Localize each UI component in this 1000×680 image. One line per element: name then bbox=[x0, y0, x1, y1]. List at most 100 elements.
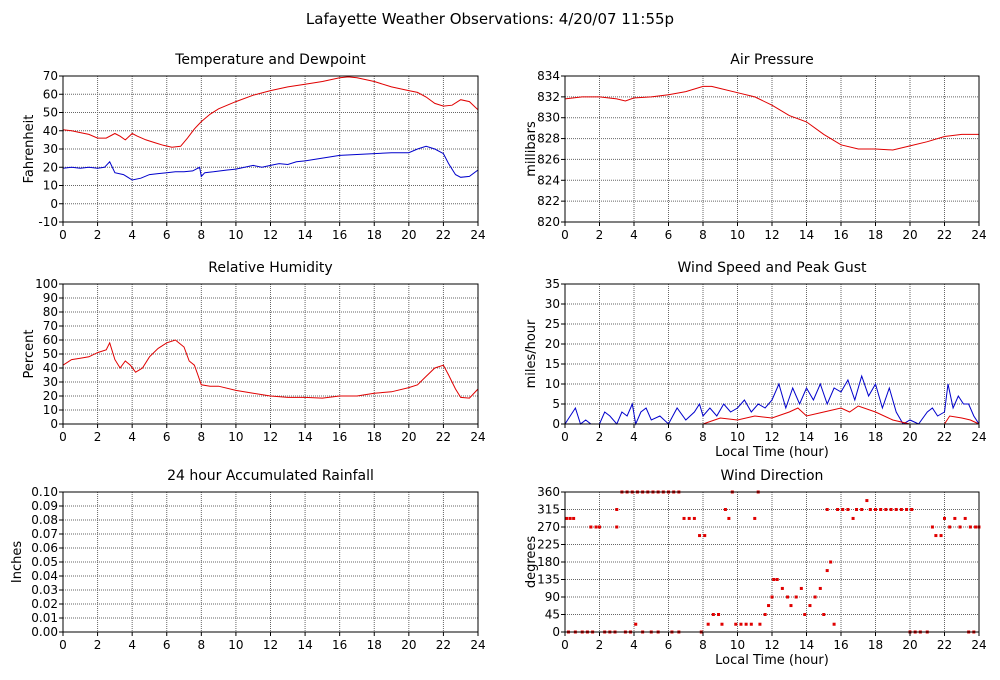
y-tick-label: 15 bbox=[545, 357, 560, 371]
winddir-point bbox=[703, 534, 707, 538]
winddir-point bbox=[763, 613, 767, 616]
x-tick-label: 14 bbox=[799, 430, 814, 444]
winddir-point bbox=[799, 586, 803, 590]
x-tick-label: 8 bbox=[699, 228, 707, 242]
x-tick-label: 22 bbox=[436, 430, 451, 444]
y-tick-label: 60 bbox=[43, 87, 58, 101]
y-tick-label: 90 bbox=[545, 590, 560, 604]
y-tick-label: 315 bbox=[537, 503, 560, 517]
y-tick-label: 0.00 bbox=[31, 625, 58, 639]
y-tick-label: -10 bbox=[38, 215, 58, 229]
winddir-point bbox=[868, 508, 872, 511]
winddir-point bbox=[874, 508, 877, 511]
y-tick-label: 80 bbox=[43, 305, 58, 319]
winddir-point bbox=[841, 508, 845, 511]
y-tick-label: 830 bbox=[537, 111, 560, 125]
y-tick-label: 20 bbox=[43, 389, 58, 403]
winddir-point bbox=[808, 604, 812, 608]
x-tick-label: 0 bbox=[59, 638, 67, 652]
y-tick-label: 0.03 bbox=[31, 583, 58, 597]
winddir-point bbox=[615, 525, 619, 529]
x-tick-label: 16 bbox=[332, 228, 347, 242]
x-tick-label: 16 bbox=[833, 430, 848, 444]
winddir-point bbox=[905, 508, 909, 511]
winddir-point bbox=[963, 516, 967, 520]
winddir-point bbox=[836, 508, 840, 511]
x-tick-label: 12 bbox=[764, 228, 779, 242]
winddir-point bbox=[744, 622, 748, 626]
winddir-point bbox=[846, 508, 850, 511]
x-tick-label: 12 bbox=[263, 430, 278, 444]
winddir-point bbox=[780, 586, 784, 590]
x-tick-label: 22 bbox=[937, 638, 952, 652]
x-tick-label: 10 bbox=[228, 638, 243, 652]
winddir-point bbox=[953, 516, 957, 520]
y-tick-label: 50 bbox=[43, 106, 58, 120]
winddir-point bbox=[711, 613, 715, 616]
y-tick-label: 0 bbox=[552, 417, 560, 431]
y-tick-label: 70 bbox=[43, 69, 58, 83]
winddir-point bbox=[572, 516, 576, 520]
x-tick-label: 0 bbox=[59, 228, 67, 242]
winddir-point bbox=[813, 595, 817, 599]
x-tick-label: 8 bbox=[198, 638, 206, 652]
winddir-point bbox=[855, 508, 859, 511]
winddir-point bbox=[851, 516, 855, 520]
x-tick-label: 8 bbox=[198, 228, 206, 242]
temp-title: Temperature and Dewpoint bbox=[174, 52, 366, 68]
x-tick-label: 20 bbox=[401, 228, 416, 242]
pressure-title: Air Pressure bbox=[730, 52, 813, 68]
y-tick-label: 832 bbox=[537, 90, 560, 104]
y-tick-label: 0.10 bbox=[31, 485, 58, 499]
winddir-point bbox=[594, 525, 598, 529]
winddir-title: Wind Direction bbox=[721, 468, 824, 484]
winddir-point bbox=[974, 525, 978, 529]
y-tick-label: 0.02 bbox=[31, 597, 58, 611]
x-tick-label: 24 bbox=[470, 638, 485, 652]
winddir-point bbox=[772, 578, 776, 581]
x-tick-label: 2 bbox=[596, 638, 604, 652]
x-tick-label: 16 bbox=[833, 228, 848, 242]
x-tick-label: 2 bbox=[596, 228, 604, 242]
y-tick-label: 826 bbox=[537, 152, 560, 166]
y-tick-label: 180 bbox=[537, 555, 560, 569]
x-tick-label: 0 bbox=[561, 430, 569, 444]
x-tick-label: 10 bbox=[228, 228, 243, 242]
y-tick-label: 0.01 bbox=[31, 611, 58, 625]
winddir-point bbox=[789, 604, 793, 608]
y-tick-label: 30 bbox=[545, 297, 560, 311]
winddir-point bbox=[758, 622, 762, 626]
y-tick-label: 10 bbox=[545, 377, 560, 391]
x-tick-label: 4 bbox=[128, 638, 136, 652]
winddir-point bbox=[598, 525, 601, 529]
winddir-point bbox=[860, 508, 864, 511]
y-tick-label: 20 bbox=[43, 160, 58, 174]
y-tick-label: 834 bbox=[537, 69, 560, 83]
x-tick-label: 14 bbox=[799, 638, 814, 652]
winddir-point bbox=[698, 534, 702, 538]
x-tick-label: 2 bbox=[94, 430, 102, 444]
x-tick-label: 6 bbox=[163, 228, 171, 242]
winddir-point bbox=[865, 499, 869, 503]
x-tick-label: 18 bbox=[367, 430, 382, 444]
winddir-point bbox=[568, 516, 572, 520]
x-tick-label: 8 bbox=[198, 430, 206, 444]
temp-y-label: Fahrenheit bbox=[22, 115, 37, 184]
x-tick-label: 6 bbox=[665, 430, 673, 444]
x-tick-label: 2 bbox=[94, 638, 102, 652]
x-tick-label: 0 bbox=[59, 430, 67, 444]
winddir-point bbox=[565, 516, 569, 520]
x-tick-label: 24 bbox=[971, 430, 986, 444]
winddir-point bbox=[749, 622, 753, 626]
winddir-point bbox=[889, 508, 893, 511]
x-tick-label: 10 bbox=[228, 430, 243, 444]
x-tick-label: 2 bbox=[94, 228, 102, 242]
winddir-point bbox=[879, 508, 883, 511]
temp-series-0 bbox=[62, 76, 479, 148]
humidity-y-label: Percent bbox=[22, 330, 37, 379]
y-tick-label: 820 bbox=[537, 215, 560, 229]
winddir-point bbox=[934, 534, 938, 538]
